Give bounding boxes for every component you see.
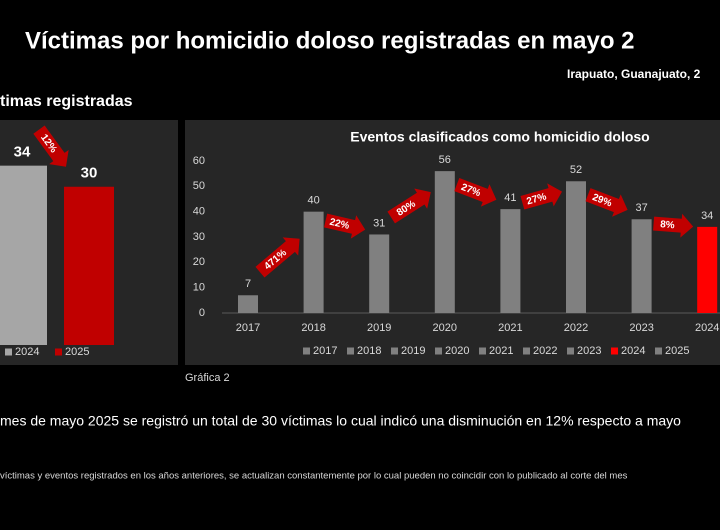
legend-swatch [5,348,12,356]
bar [566,181,586,313]
arrow-shape [520,183,563,210]
bar [500,209,521,313]
data-label: 56 [439,154,451,166]
legend-label: 2025 [665,345,689,357]
legend-swatch [567,347,574,355]
legend-label: 2018 [357,345,381,357]
data-label: 31 [373,217,385,229]
data-label: 30 [81,165,98,182]
data-label: 37 [635,202,647,214]
data-label: 34 [701,210,713,222]
change-arrow: 8% [653,213,694,238]
arrow-label: 8% [660,219,675,231]
bar [238,295,258,313]
legend-label: 2021 [489,345,513,357]
legend-swatch [303,347,310,355]
y-tick-label: 50 [193,180,205,192]
bar [64,186,114,345]
x-tick-label: 2024 [695,322,719,334]
caption: Gráfica 2 [185,372,230,384]
y-tick-label: 10 [193,282,205,294]
data-label: 7 [245,278,251,290]
data-label: 34 [14,144,31,161]
x-tick-label: 2019 [367,322,391,334]
legend-label: 2019 [401,345,425,357]
arrow-label: 27% [525,191,547,207]
bar [434,171,455,313]
legend-label: 2025 [65,346,89,358]
legend-label: 2022 [533,345,557,357]
data-label: 40 [307,195,319,207]
x-tick-label: 2021 [498,322,522,334]
bar [697,226,718,313]
x-tick-label: 2020 [433,322,457,334]
y-tick-label: 30 [193,231,205,243]
footnote: víctimas y eventos registrados en los añ… [0,471,628,482]
arrow-shape [454,177,497,207]
arrow-shape [387,188,431,224]
legend-label: 2024 [15,346,39,358]
slide-subtitle: Irapuato, Guanajuato, 2 [567,67,701,81]
legend-swatch [347,347,354,355]
summary: mes de mayo 2025 se registró un total de… [0,413,681,429]
bar [369,234,390,313]
slide-title: Víctimas por homicidio doloso registrada… [25,27,635,54]
y-tick-label: 60 [193,155,205,167]
legend-label: 2020 [445,345,469,357]
data-label: 52 [570,164,582,176]
x-tick-label: 2022 [564,322,588,334]
y-tick-label: 0 [199,307,205,319]
legend-swatch [391,347,398,355]
change-arrow: 27% [454,177,497,207]
bar [0,165,47,345]
y-tick-label: 40 [193,206,205,218]
legend-swatch [523,347,530,355]
bar [303,211,324,313]
legend-label: 2023 [577,345,601,357]
legend-label: 2024 [621,345,645,357]
legend-label: 2017 [313,345,337,357]
change-arrow: 22% [324,213,366,239]
change-arrow: 27% [520,183,563,210]
y-tick-label: 20 [193,256,205,268]
data-label: 41 [504,192,516,204]
x-tick-label: 2017 [236,322,260,334]
legend-swatch [611,347,618,355]
right-chart-title: Eventos clasificados como homicidio dolo… [350,129,650,145]
change-arrow: 29% [585,188,628,217]
x-tick-label: 2018 [301,322,325,334]
x-tick-label: 2023 [629,322,653,334]
legend-swatch [55,348,62,356]
arrow-shape [255,237,300,278]
legend-swatch [479,347,486,355]
arrow-shape [324,213,366,239]
left-chart-title: timas registradas [0,93,133,110]
legend-swatch [655,347,662,355]
arrow-shape [653,213,694,238]
bar [631,219,652,313]
arrow-shape [33,125,69,167]
arrow-label: 22% [328,217,350,232]
legend-swatch [435,347,442,355]
arrow-shape [585,188,628,217]
